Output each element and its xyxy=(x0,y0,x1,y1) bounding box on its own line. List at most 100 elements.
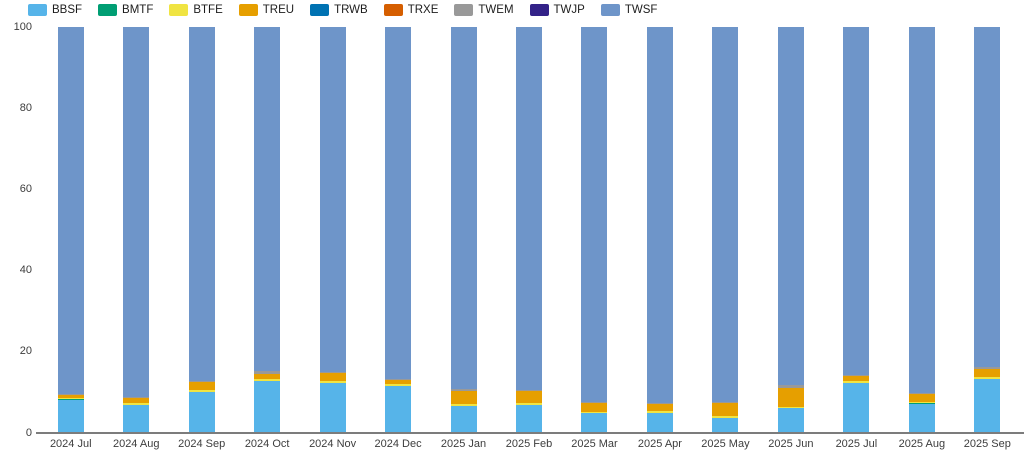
bar-segment-BTFE[interactable] xyxy=(843,381,870,384)
bar-segment-TWEM[interactable] xyxy=(385,378,412,380)
bar-segment-TREU[interactable] xyxy=(450,390,477,405)
bar-segment-BTFE[interactable] xyxy=(450,404,477,406)
legend-item-TRXE[interactable]: TRXE xyxy=(383,3,438,17)
bar-segment-TWEM[interactable] xyxy=(974,366,1001,370)
bar-segment-BBSF[interactable] xyxy=(188,392,215,433)
bar-segment-TREU[interactable] xyxy=(974,369,1001,378)
bar-segment-TREU[interactable] xyxy=(254,373,281,380)
bar-segment-BTFE[interactable] xyxy=(123,403,150,405)
bar-segment-TREU[interactable] xyxy=(319,373,346,381)
stacked-bar[interactable] xyxy=(385,27,412,433)
bar-segment-TREU[interactable] xyxy=(57,395,84,399)
bar-segment-TWEM[interactable] xyxy=(712,401,739,404)
bar-segment-TREU[interactable] xyxy=(646,403,673,412)
bar-segment-BBSF[interactable] xyxy=(385,386,412,433)
legend-item-TREU[interactable]: TREU xyxy=(238,3,294,17)
bar-segment-TWSF[interactable] xyxy=(57,27,84,394)
bar-segment-BBSF[interactable] xyxy=(516,405,543,433)
stacked-bar[interactable] xyxy=(516,27,543,433)
stacked-bar[interactable] xyxy=(123,27,150,433)
legend-item-BBSF[interactable]: BBSF xyxy=(28,3,82,17)
bar-segment-TREU[interactable] xyxy=(123,398,150,403)
stacked-bar[interactable] xyxy=(254,27,281,433)
bar-segment-TREU[interactable] xyxy=(777,387,804,407)
bar-segment-BBSF[interactable] xyxy=(319,383,346,433)
bar-segment-TWSF[interactable] xyxy=(188,27,215,382)
bar-segment-BTFE[interactable] xyxy=(908,402,935,404)
bar-segment-TWSF[interactable] xyxy=(777,27,804,385)
bar-segment-BBSF[interactable] xyxy=(712,417,739,433)
legend-item-TRWB[interactable]: TRWB xyxy=(310,3,368,17)
bar-segment-TWSF[interactable] xyxy=(712,27,739,402)
bar-segment-TWEM[interactable] xyxy=(908,392,935,395)
bar-segment-BTFE[interactable] xyxy=(646,411,673,413)
bar-segment-TREU[interactable] xyxy=(581,403,608,412)
bar-segment-TREU[interactable] xyxy=(188,382,215,390)
legend-item-TWEM[interactable]: TWEM xyxy=(454,3,514,17)
bar-segment-TWSF[interactable] xyxy=(646,27,673,403)
bar-segment-TWSF[interactable] xyxy=(843,27,870,376)
bar-segment-BTFE[interactable] xyxy=(57,398,84,400)
bar-segment-TWEM[interactable] xyxy=(254,371,281,374)
bar-segment-BBSF[interactable] xyxy=(777,408,804,433)
bar-segment-TREU[interactable] xyxy=(516,391,543,403)
bar-segment-BTFE[interactable] xyxy=(777,406,804,408)
bar-segment-BTFE[interactable] xyxy=(385,384,412,386)
bar-segment-TWSF[interactable] xyxy=(581,27,608,402)
stacked-bar[interactable] xyxy=(712,27,739,433)
bar-segment-TWEM[interactable] xyxy=(123,397,150,399)
bar-segment-TWSF[interactable] xyxy=(974,27,1001,367)
bar-segment-BTFE[interactable] xyxy=(581,411,608,413)
bar-segment-TREU[interactable] xyxy=(385,379,412,385)
bar-segment-TWEM[interactable] xyxy=(843,375,870,377)
x-tick-label: 2024 Jul xyxy=(49,438,92,450)
bar-segment-TWEM[interactable] xyxy=(646,402,673,404)
stacked-bar[interactable] xyxy=(57,27,84,433)
stacked-bar[interactable] xyxy=(581,27,608,433)
bar-segment-TREU[interactable] xyxy=(712,403,739,417)
bar-segment-TWSF[interactable] xyxy=(385,27,412,379)
bar-segment-TREU[interactable] xyxy=(908,394,935,403)
bar-segment-BTFE[interactable] xyxy=(974,377,1001,380)
stacked-bar[interactable] xyxy=(450,27,477,433)
stacked-bar[interactable] xyxy=(777,27,804,433)
bar-segment-BBSF[interactable] xyxy=(974,379,1001,433)
stacked-bar[interactable] xyxy=(646,27,673,433)
bar-segment-TREU[interactable] xyxy=(843,376,870,382)
bar-segment-BBSF[interactable] xyxy=(57,399,84,433)
bar-segment-BTFE[interactable] xyxy=(188,389,215,392)
legend-item-TWJP[interactable]: TWJP xyxy=(529,3,585,17)
stacked-bar[interactable] xyxy=(843,27,870,433)
bar-segment-TWEM[interactable] xyxy=(57,393,84,396)
bar-segment-TWSF[interactable] xyxy=(450,27,477,389)
bar-segment-BTFE[interactable] xyxy=(712,416,739,418)
legend-item-BTFE[interactable]: BTFE xyxy=(169,3,223,17)
bar-segment-BBSF[interactable] xyxy=(123,405,150,433)
stacked-bar[interactable] xyxy=(188,27,215,433)
bar-segment-BBSF[interactable] xyxy=(908,403,935,433)
stacked-bar[interactable] xyxy=(974,27,1001,433)
bar-segment-TWSF[interactable] xyxy=(516,27,543,391)
bar-segment-TWEM[interactable] xyxy=(581,401,608,404)
bar-segment-BBSF[interactable] xyxy=(581,413,608,433)
bar-segment-TWSF[interactable] xyxy=(908,27,935,393)
stacked-bar[interactable] xyxy=(908,27,935,433)
bar-segment-TWEM[interactable] xyxy=(319,372,346,374)
legend-item-BMTF[interactable]: BMTF xyxy=(98,3,153,17)
bar-segment-TWEM[interactable] xyxy=(188,381,215,383)
bar-segment-BBSF[interactable] xyxy=(646,413,673,433)
bar-segment-BTFE[interactable] xyxy=(319,380,346,383)
bar-segment-BBSF[interactable] xyxy=(843,383,870,433)
bar-segment-BBSF[interactable] xyxy=(450,406,477,433)
stacked-bar[interactable] xyxy=(319,27,346,433)
bar-segment-TWSF[interactable] xyxy=(254,27,281,372)
bar-segment-TWSF[interactable] xyxy=(123,27,150,398)
bar-segment-BTFE[interactable] xyxy=(516,403,543,405)
bar-segment-TWEM[interactable] xyxy=(516,390,543,392)
bar-segment-TWEM[interactable] xyxy=(777,384,804,388)
bar-segment-BTFE[interactable] xyxy=(254,379,281,381)
bar-segment-TWSF[interactable] xyxy=(319,27,346,373)
bar-segment-TWEM[interactable] xyxy=(450,388,477,391)
legend-item-TWSF[interactable]: TWSF xyxy=(600,3,657,17)
bar-segment-BBSF[interactable] xyxy=(254,381,281,433)
